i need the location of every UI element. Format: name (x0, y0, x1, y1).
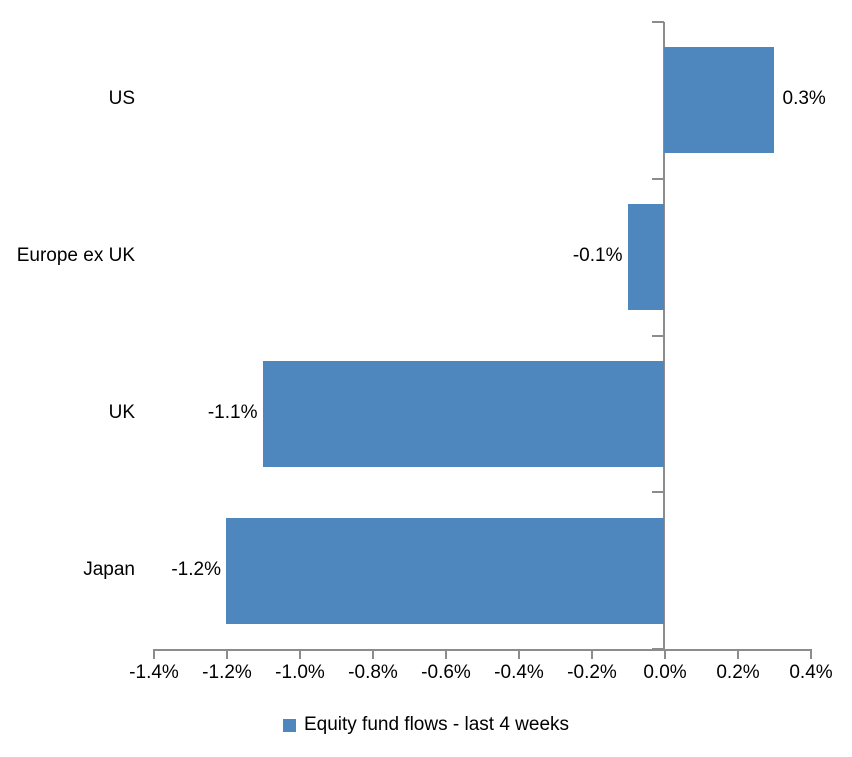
x-tick-label: -1.2% (202, 662, 252, 683)
bar-japan (226, 517, 664, 624)
x-tick-label: 0.4% (789, 662, 833, 683)
y-axis-line (663, 22, 665, 651)
x-tick-label: -0.4% (494, 662, 544, 683)
category-label-us: US (108, 88, 135, 110)
bar-us (664, 47, 774, 154)
value-label-japan: -1.2% (171, 558, 221, 580)
x-tick (591, 649, 593, 659)
category-label-uk: UK (108, 401, 135, 423)
x-tick (737, 649, 739, 659)
category-label-europe-ex-uk: Europe ex UK (16, 245, 135, 267)
bar-europe-ex-uk (627, 204, 664, 311)
x-tick-label: -0.8% (348, 662, 398, 683)
x-tick-label: -1.4% (129, 662, 179, 683)
x-tick (810, 649, 812, 659)
x-axis-line (153, 649, 812, 651)
category-tick (652, 21, 664, 23)
legend: Equity fund flows - last 4 weeks (0, 714, 852, 736)
value-label-europe-ex-uk: -0.1% (572, 245, 623, 267)
value-label-uk: -1.1% (207, 401, 258, 423)
x-tick-label: -0.2% (567, 662, 617, 683)
category-tick (652, 177, 664, 180)
x-tick (299, 649, 301, 659)
x-tick (518, 649, 520, 659)
x-tick-label: -1.0% (275, 662, 325, 683)
category-label-japan: Japan (83, 558, 135, 580)
category-tick (652, 334, 664, 337)
x-tick (153, 649, 155, 659)
value-label-us: 0.3% (782, 88, 826, 110)
x-tick-label: 0.0% (643, 662, 687, 683)
x-tick (372, 649, 374, 659)
x-tick-label: -0.6% (421, 662, 471, 683)
legend-swatch-icon (282, 718, 296, 732)
legend-label: Equity fund flows - last 4 weeks (303, 714, 570, 735)
x-tick (664, 649, 666, 659)
category-tick (652, 491, 664, 494)
x-tick (445, 649, 447, 659)
x-tick (226, 649, 228, 659)
bar-uk (262, 360, 664, 467)
x-tick-label: 0.2% (716, 662, 760, 683)
